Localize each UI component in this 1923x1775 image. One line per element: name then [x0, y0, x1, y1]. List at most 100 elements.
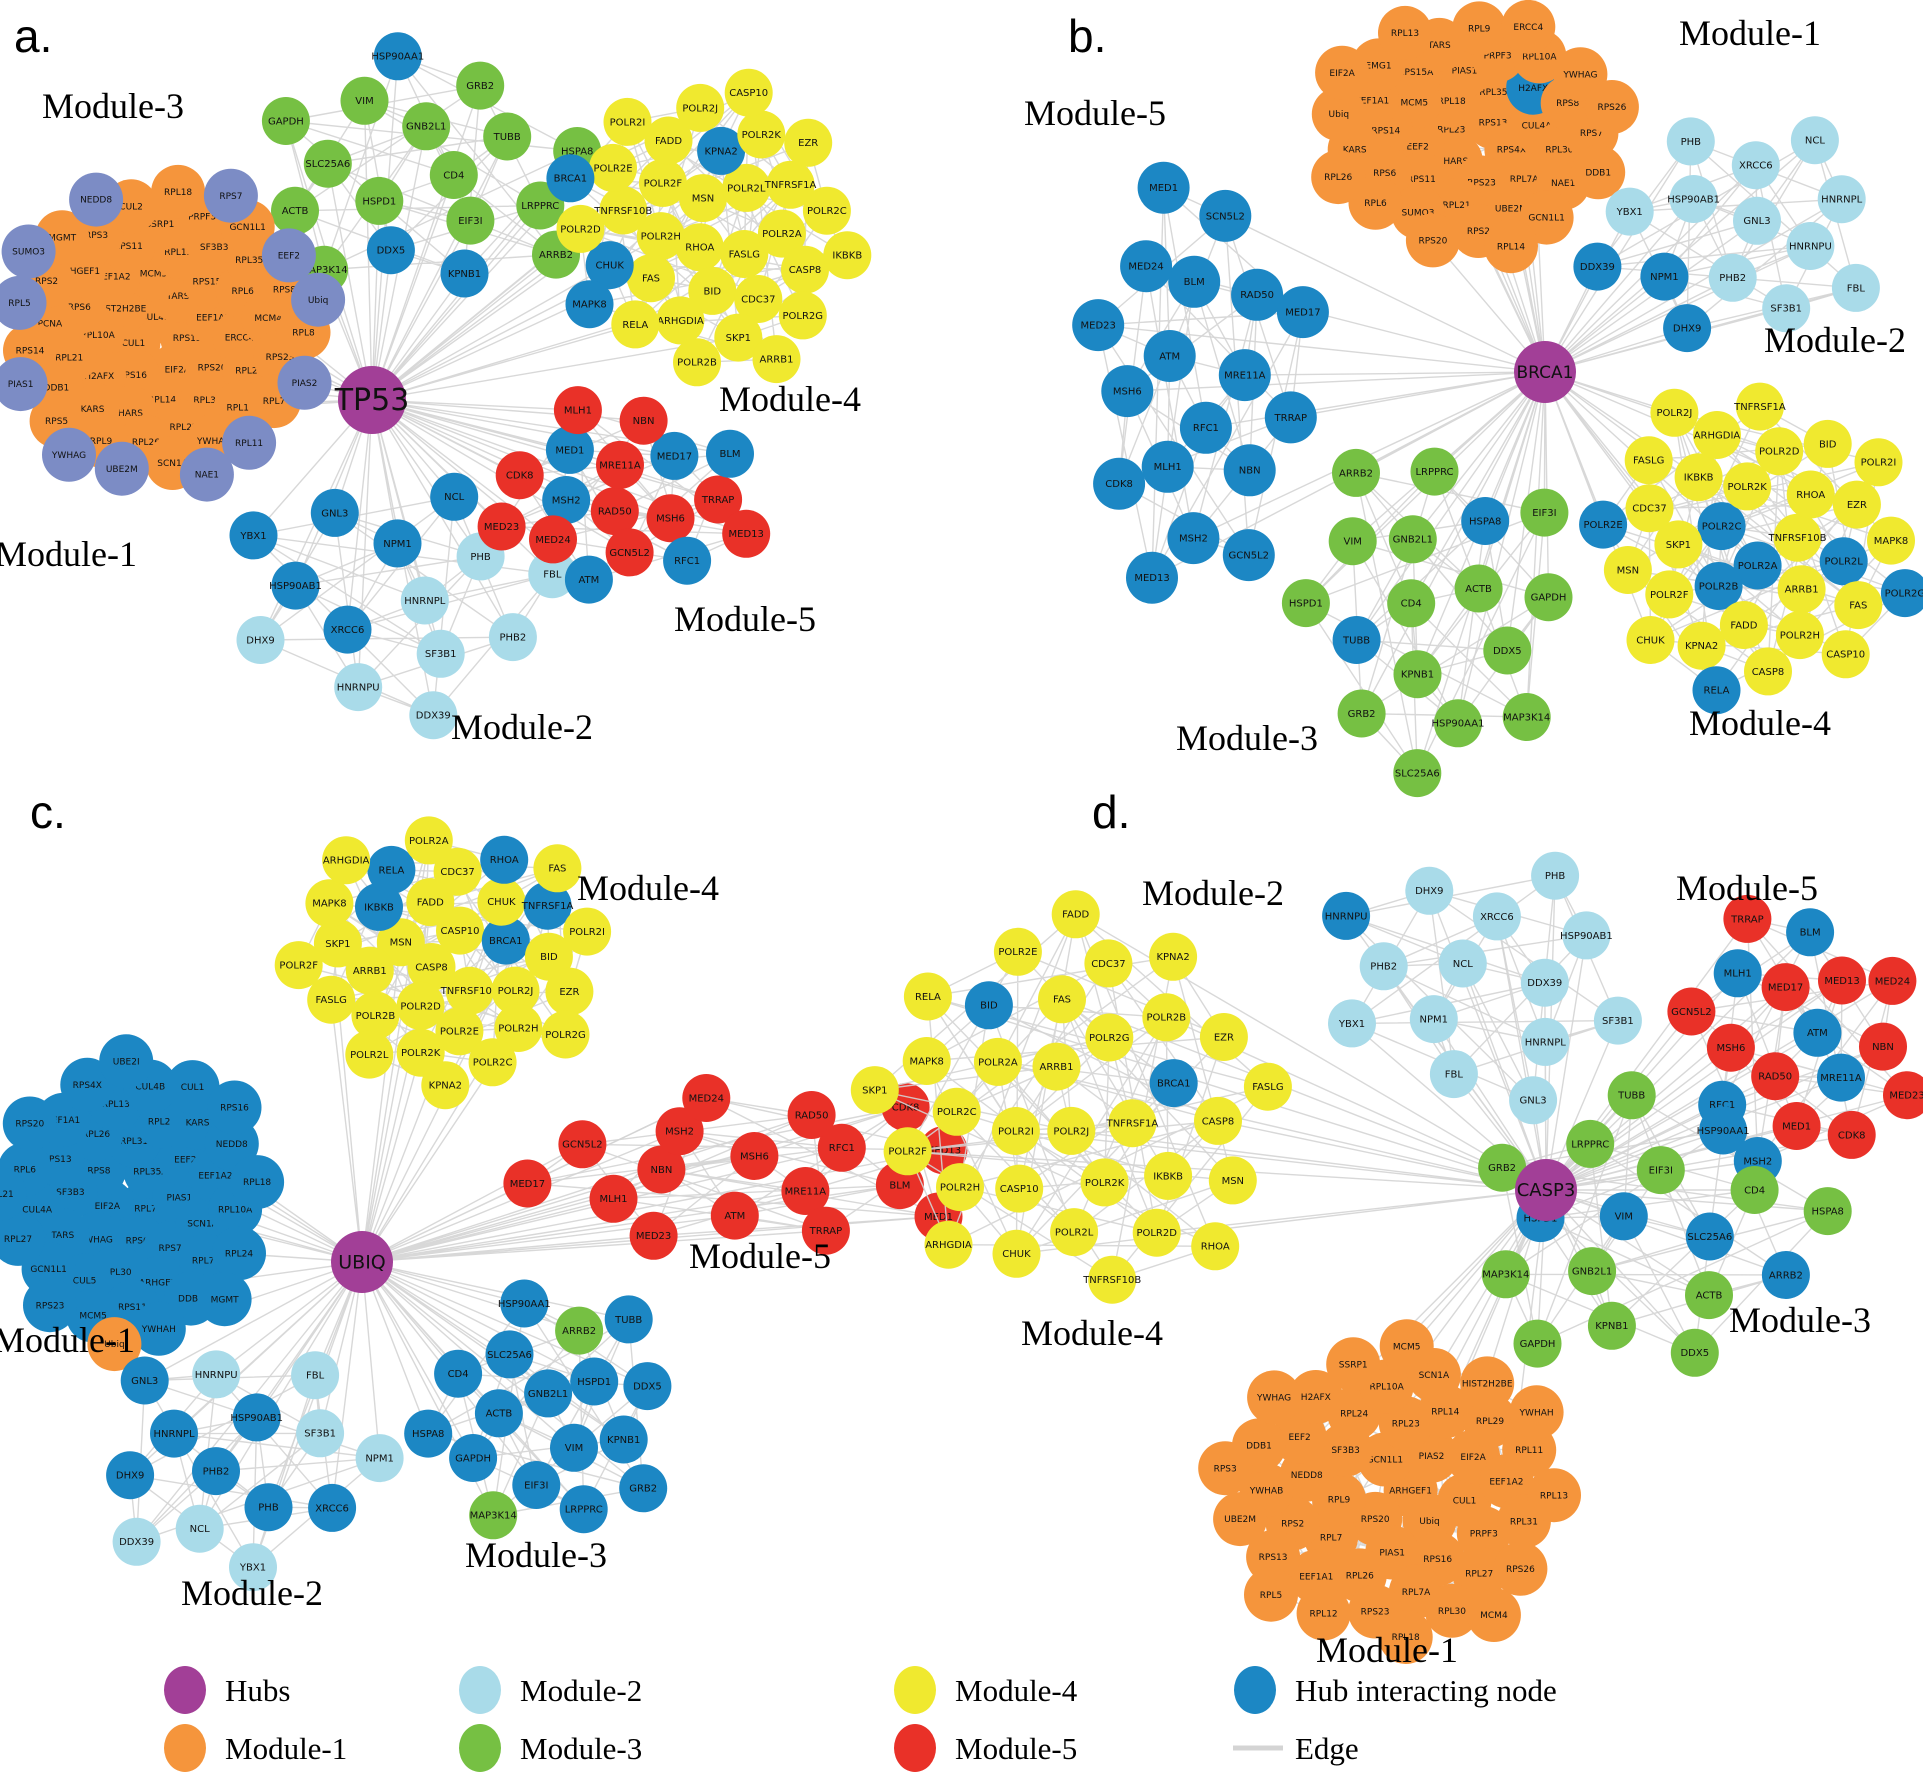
node-CASP8: [1194, 1096, 1242, 1145]
node-POLR2L: [345, 1030, 394, 1079]
node-ARHGDIA: [924, 1220, 973, 1269]
node-label: EZR: [559, 987, 579, 998]
node-label: SSRP1: [1339, 1360, 1368, 1370]
node-label: ACTB: [486, 1409, 513, 1420]
node-label: KPNA2: [429, 1081, 462, 1092]
node-POLR2F: [883, 1127, 932, 1176]
node-label: TRRAP: [1730, 914, 1763, 925]
node-label: VIM: [1615, 1212, 1633, 1223]
node-label: DDX5: [377, 246, 406, 257]
node-label: EEF1A1: [1355, 96, 1389, 106]
node-ARRB1: [1032, 1042, 1081, 1091]
node-label: MAP3K14: [1482, 1270, 1529, 1281]
node-RHOA: [675, 223, 724, 272]
node-label: MGMT: [48, 233, 77, 243]
node-YWHAG: [42, 427, 96, 482]
node-label: GRB2: [629, 1484, 657, 1495]
node-label: FASLG: [316, 995, 347, 1006]
node-label: FADD: [1062, 910, 1089, 921]
node-label: RPS6: [1373, 169, 1396, 179]
node-label: RPS2: [1281, 1519, 1304, 1529]
node-POLR2J: [491, 966, 540, 1015]
legend-swatch-module-3: [459, 1724, 501, 1772]
node-ARRB1: [752, 335, 801, 384]
node-label: YWHAH: [196, 437, 231, 447]
node-EIF3I: [1520, 488, 1569, 537]
node-label: NBN: [1872, 1042, 1894, 1053]
node-BID: [524, 932, 573, 981]
node-label: FAS: [1849, 601, 1867, 612]
node-label: PHB: [470, 552, 491, 563]
node-label: RPL9: [1468, 24, 1491, 34]
node-label: RPL9: [1328, 1495, 1351, 1505]
node-RPL9: [1452, 1, 1507, 56]
node-POLR2K: [1723, 462, 1772, 511]
node-MSN: [679, 174, 727, 223]
node-MSH6: [646, 494, 695, 543]
node-BRCA1: [1149, 1059, 1198, 1108]
node-label: RHOA: [1796, 490, 1825, 501]
node-label: GNB2L1: [1572, 1267, 1612, 1278]
node-MSN: [1603, 546, 1652, 594]
node-label: EEF1A2: [1489, 1477, 1523, 1487]
node-FADD: [1719, 601, 1768, 649]
node-CHUK: [477, 877, 526, 926]
node-RPL5: [0, 275, 47, 330]
node-label: RPL18: [164, 188, 192, 198]
node-label: CD4: [448, 1369, 469, 1380]
node-label: RFC1: [1193, 423, 1219, 434]
node-UBE2M: [1213, 1492, 1268, 1547]
node-label: LRPPRC: [1415, 467, 1453, 478]
node-label: MED24: [689, 1093, 724, 1104]
legend-label-module-5: Module-5: [955, 1731, 1077, 1766]
node-POLR2B: [351, 991, 400, 1040]
node-GRB2: [456, 61, 505, 110]
node-label: NBN: [1239, 466, 1261, 477]
node-label: POLR2D: [1136, 1228, 1177, 1239]
node-label: RPS8: [1556, 99, 1579, 109]
node-label: MSN: [692, 194, 714, 205]
node-label: TARS: [50, 1231, 74, 1241]
node-UBE2M: [94, 441, 149, 496]
node-label: RPL27: [4, 1235, 32, 1245]
node-label: EEF2: [278, 251, 300, 261]
node-POLR2K: [737, 110, 786, 159]
node-label: CDC37: [440, 867, 474, 878]
node-label: HSPA8: [1469, 516, 1501, 527]
node-NCL: [1790, 116, 1839, 165]
node-label: RPL30: [104, 1268, 132, 1278]
node-POLR2C: [1697, 502, 1746, 551]
node-MSN: [376, 918, 425, 967]
node-label: CUL4A: [1522, 121, 1553, 131]
node-MAP3K14: [1481, 1250, 1530, 1299]
node-GAPDH: [449, 1434, 498, 1482]
node-MED1: [1772, 1102, 1821, 1150]
node-label: HNRNPU: [195, 1370, 238, 1381]
node-label: HSP90AA1: [371, 52, 424, 63]
node-label: HSP90AB1: [269, 581, 322, 592]
node-label: FASLG: [1633, 456, 1664, 467]
node-DDX39: [112, 1517, 161, 1566]
node-MAPK8: [1867, 516, 1915, 565]
node-CD4: [1730, 1166, 1779, 1214]
node-label: HSP90AB1: [1667, 194, 1720, 205]
node-SF3B1: [416, 629, 465, 678]
node-TUBB: [604, 1295, 653, 1344]
node-MLH1: [1141, 440, 1194, 493]
node-POLR2D: [556, 204, 605, 253]
node-label: POLR2B: [677, 358, 717, 369]
node-RPL14: [1484, 219, 1538, 274]
node-label: RPS7: [159, 1244, 182, 1254]
node-TUBB: [483, 112, 532, 161]
node-label: TNFRSF10B: [1768, 533, 1827, 544]
legend-label-edge: Edge: [1295, 1731, 1359, 1766]
node-ATM: [564, 555, 613, 604]
node-label: UBE2M: [1224, 1515, 1256, 1525]
node-label: DDB1: [1585, 168, 1611, 178]
legend-swatch-module-1: [164, 1724, 206, 1772]
node-label: GRB2: [1348, 709, 1376, 720]
node-label: RPS13: [173, 334, 202, 344]
node-label: TRRAP: [809, 1226, 842, 1237]
node-BRCA1: [481, 916, 530, 965]
node-label: CDK8: [1838, 1130, 1866, 1141]
